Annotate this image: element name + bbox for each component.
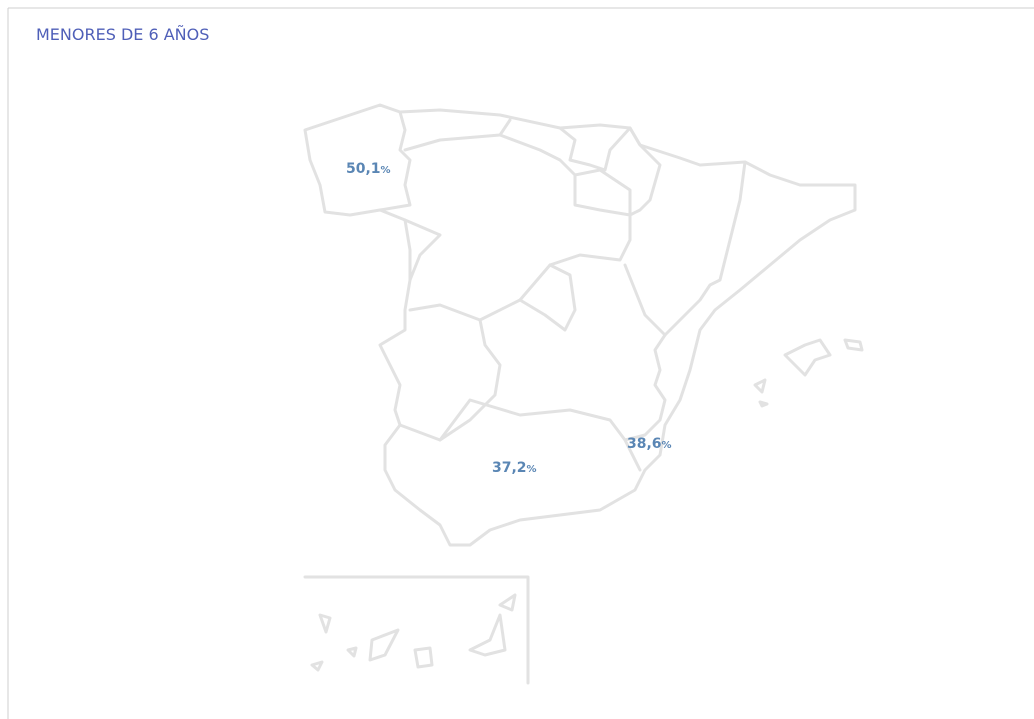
border (403, 133, 632, 322)
canary-box (303, 575, 530, 685)
unit: % (527, 464, 537, 475)
region-label: 50,1% (346, 161, 391, 177)
value: 38,6 (627, 436, 662, 452)
border (628, 126, 662, 217)
border (558, 126, 632, 217)
unit: % (381, 165, 391, 176)
spain-outline (303, 103, 864, 685)
unit: % (662, 440, 672, 451)
value: 50,1 (346, 161, 381, 177)
region-label: 38,6% (627, 436, 672, 452)
canary (310, 593, 517, 672)
border (398, 318, 502, 442)
border (378, 110, 412, 212)
border (623, 160, 747, 337)
border (518, 263, 577, 332)
region-label: 37,2% (492, 460, 537, 476)
border (403, 118, 512, 152)
title: MENORES DE 6 AÑOS (36, 25, 209, 44)
border (438, 398, 642, 472)
balearic (753, 338, 864, 408)
peninsula (303, 103, 857, 547)
value: 37,2 (492, 460, 527, 476)
border (623, 333, 667, 442)
